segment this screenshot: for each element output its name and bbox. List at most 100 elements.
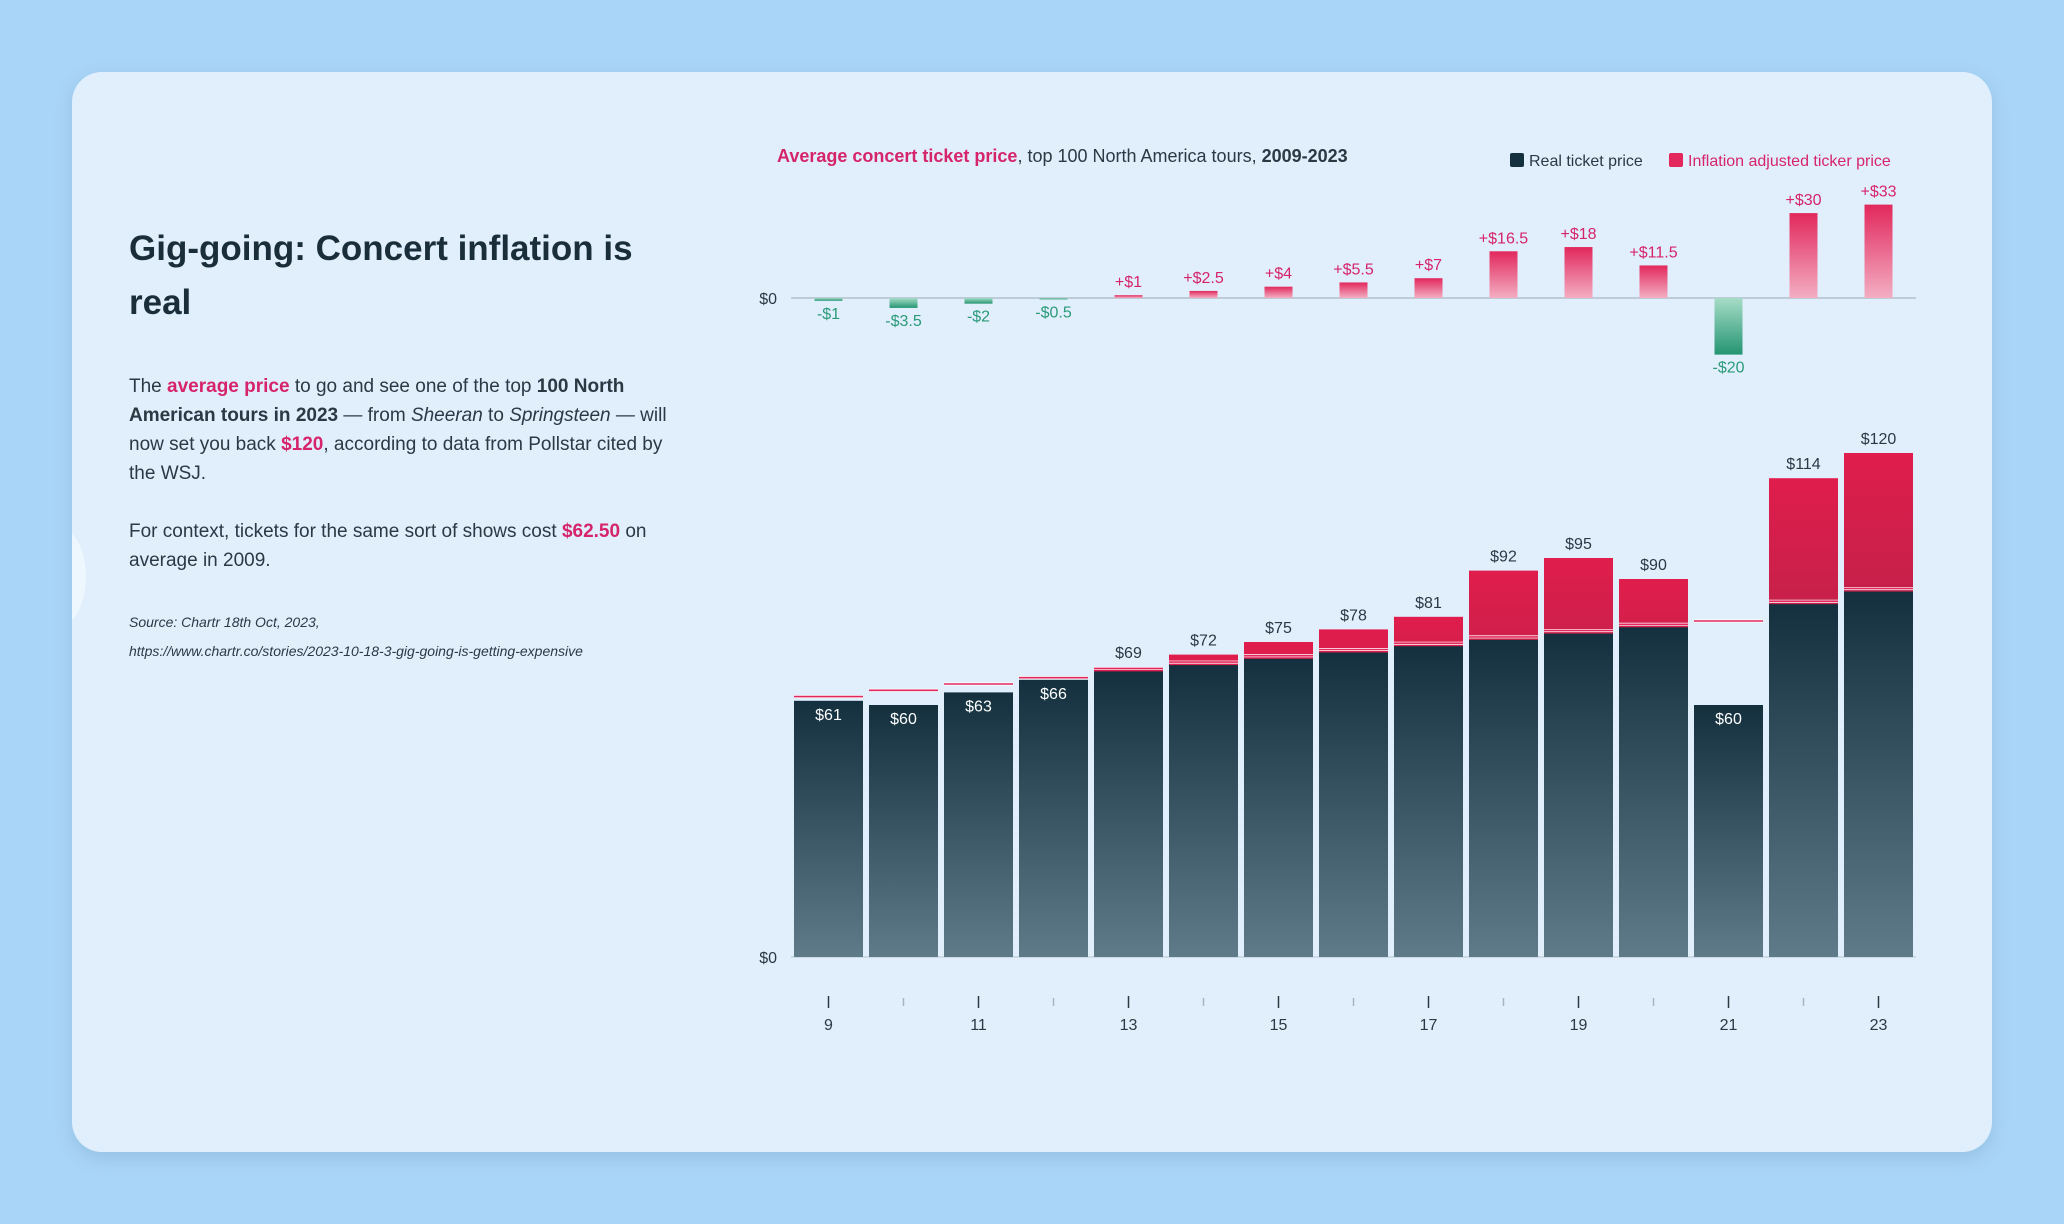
p1-price: $120 bbox=[281, 434, 324, 455]
diff-bar-2016 bbox=[1339, 282, 1368, 298]
diff-bar-2015 bbox=[1264, 286, 1293, 298]
bar-label-2016: $78 bbox=[1340, 607, 1367, 624]
p2-text-2: on average in 2009. bbox=[129, 521, 647, 571]
diff-bar-2012 bbox=[1039, 298, 1068, 300]
bar-real-2010 bbox=[869, 705, 938, 957]
diff-label-2015: +$4 bbox=[1265, 266, 1292, 283]
bar-real-2011 bbox=[944, 692, 1013, 957]
p1-text-2: to go and see one of the top bbox=[289, 376, 537, 397]
diff-label-2016: +$5.5 bbox=[1333, 261, 1374, 278]
x-tick-label-2021: 21 bbox=[1720, 1017, 1738, 1034]
legend: Real ticket price Inflation adjusted tic… bbox=[1510, 153, 1891, 170]
chart-title-highlight: Average concert ticket price bbox=[777, 146, 1017, 166]
diff-label-2009: -$1 bbox=[817, 306, 840, 323]
bar-label-2020: $90 bbox=[1640, 557, 1667, 574]
y-axis-label-bottom: $0 bbox=[759, 950, 777, 967]
x-tick-label-2009: 9 bbox=[824, 1017, 833, 1034]
diff-label-2011: -$2 bbox=[967, 309, 990, 326]
bar-label-2010: $60 bbox=[890, 711, 917, 728]
p2-price: $62.50 bbox=[561, 521, 621, 542]
bar-real-2012 bbox=[1019, 679, 1088, 957]
bar-label-2018: $92 bbox=[1490, 549, 1517, 566]
diff-label-2018: +$16.5 bbox=[1479, 230, 1528, 247]
y-axis-label-top: $0 bbox=[759, 291, 777, 308]
diff-label-2012: -$0.5 bbox=[1035, 304, 1072, 321]
bar-label-2013: $69 bbox=[1115, 645, 1142, 662]
bar-label-2023: $120 bbox=[1861, 431, 1897, 448]
p1-text-4: to bbox=[482, 405, 510, 426]
diff-label-2022: +$30 bbox=[1785, 192, 1821, 209]
bar-real-base-2016 bbox=[1319, 652, 1388, 957]
p1-text-5: — will now set you back bbox=[129, 405, 667, 455]
legend-inflation-label: Inflation adjusted ticker price bbox=[1688, 153, 1891, 170]
diff-label-2019: +$18 bbox=[1560, 226, 1596, 243]
chart-title-range: 2009-2023 bbox=[1262, 146, 1348, 166]
bar-real-base-2017 bbox=[1394, 646, 1463, 957]
source-line-1: Source: Chartr 18th Oct, 2023, bbox=[129, 614, 320, 630]
chart-title-middle: , top 100 North America tours, bbox=[1017, 146, 1261, 166]
diff-label-2021: -$20 bbox=[1712, 360, 1744, 377]
x-tick-label-2019: 19 bbox=[1570, 1017, 1588, 1034]
diff-label-2017: +$7 bbox=[1415, 257, 1442, 274]
p1-sheeran: Sheeran bbox=[410, 405, 483, 426]
bar-real-base-2018 bbox=[1469, 639, 1538, 957]
p1-tours-bold: 100 North American tours in 2023 bbox=[129, 376, 625, 426]
p2-text-1: For context, tickets for the same sort o… bbox=[129, 521, 562, 542]
bar-label-2022: $114 bbox=[1786, 456, 1821, 473]
bar-real-base-2022 bbox=[1769, 604, 1838, 957]
bar-label-2017: $81 bbox=[1415, 595, 1442, 612]
legend-inflation-swatch bbox=[1669, 153, 1683, 167]
bar-real-base-2015 bbox=[1244, 658, 1313, 957]
x-tick-label-2017: 17 bbox=[1420, 1017, 1438, 1034]
diff-bar-2018 bbox=[1489, 251, 1518, 298]
page-title: Gig-going: Concert inflation is real bbox=[129, 229, 633, 322]
diff-label-2020: +$11.5 bbox=[1629, 244, 1677, 261]
diff-bar-2010 bbox=[889, 298, 918, 308]
diff-bar-2022 bbox=[1789, 213, 1818, 298]
legend-real-label: Real ticket price bbox=[1529, 153, 1643, 170]
bar-real-2009 bbox=[794, 700, 863, 957]
diff-bar-2017 bbox=[1414, 278, 1443, 298]
x-tick-label-2023: 23 bbox=[1870, 1017, 1888, 1034]
ticket-price-chart: Average concert ticket price, top 100 No… bbox=[759, 146, 1916, 1034]
diff-label-2014: +$2.5 bbox=[1183, 270, 1224, 287]
diff-bar-2019 bbox=[1564, 247, 1593, 298]
p1-text-6: , according to data from Pollstar cited … bbox=[129, 434, 663, 484]
diff-bar-2011 bbox=[964, 298, 993, 304]
chart-card: Gig-going: Concert inflation is real The… bbox=[72, 72, 1992, 1152]
diff-bar-2021 bbox=[1714, 298, 1743, 355]
x-tick-label-2011: 11 bbox=[970, 1017, 987, 1034]
p1-springsteen: Springsteen bbox=[509, 405, 611, 426]
bar-label-2011: $63 bbox=[965, 698, 992, 715]
bar-label-2019: $95 bbox=[1565, 536, 1592, 553]
bar-label-2021: $60 bbox=[1715, 711, 1742, 728]
bar-real-base-2013 bbox=[1094, 671, 1163, 957]
diff-bar-2009 bbox=[814, 298, 843, 301]
diff-bar-2020 bbox=[1639, 265, 1668, 298]
x-tick-label-2015: 15 bbox=[1270, 1017, 1288, 1034]
source-link[interactable]: https://www.chartr.co/stories/2023-10-18… bbox=[129, 643, 583, 659]
bar-real-2021 bbox=[1694, 705, 1763, 957]
bar-label-2014: $72 bbox=[1190, 633, 1217, 650]
bar-real-base-2014 bbox=[1169, 665, 1238, 957]
bar-label-2015: $75 bbox=[1265, 620, 1292, 637]
diff-label-2023: +$33 bbox=[1860, 184, 1896, 201]
p1-average-price: average price bbox=[167, 376, 290, 397]
article-panel: Gig-going: Concert inflation is real The… bbox=[129, 222, 689, 666]
chart-title: Average concert ticket price, top 100 No… bbox=[777, 146, 1348, 166]
bar-real-base-2020 bbox=[1619, 627, 1688, 957]
context-paragraph: For context, tickets for the same sort o… bbox=[129, 517, 689, 575]
diff-bar-2023 bbox=[1864, 204, 1893, 298]
diff-label-2010: -$3.5 bbox=[885, 313, 922, 330]
x-tick-label-2013: 13 bbox=[1120, 1017, 1138, 1034]
diff-bar-2013 bbox=[1114, 295, 1143, 298]
bar-label-2012: $66 bbox=[1040, 686, 1067, 703]
p1-text-1: The bbox=[129, 376, 168, 397]
bar-label-2009: $61 bbox=[815, 707, 842, 724]
bar-real-base-2019 bbox=[1544, 633, 1613, 957]
p1-text-3: — from bbox=[338, 405, 411, 426]
source-note: Source: Chartr 18th Oct, 2023, https://w… bbox=[129, 608, 689, 666]
legend-real-swatch bbox=[1510, 153, 1524, 167]
intro-paragraph: The average price to go and see one of t… bbox=[129, 372, 689, 488]
bar-real-base-2023 bbox=[1844, 591, 1913, 957]
